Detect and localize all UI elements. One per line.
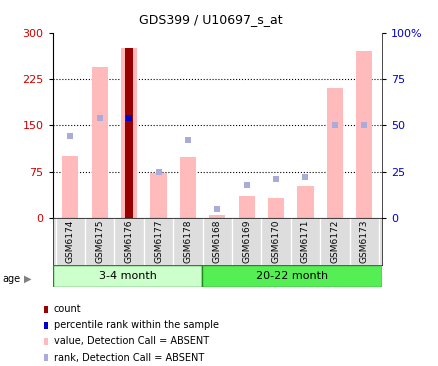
Text: GSM6173: GSM6173 <box>359 220 368 263</box>
Text: GDS399 / U10697_s_at: GDS399 / U10697_s_at <box>138 13 282 26</box>
FancyBboxPatch shape <box>53 265 202 287</box>
Text: ▶: ▶ <box>24 274 32 284</box>
Bar <box>62 156 78 218</box>
Bar <box>297 186 313 218</box>
Bar <box>121 48 137 218</box>
Text: GSM6169: GSM6169 <box>242 220 251 263</box>
Bar <box>180 157 195 218</box>
Bar <box>150 173 166 218</box>
Bar <box>92 67 108 218</box>
Bar <box>355 51 371 218</box>
Text: count: count <box>53 304 81 314</box>
FancyBboxPatch shape <box>202 265 381 287</box>
Bar <box>268 198 283 218</box>
Text: GSM6168: GSM6168 <box>212 220 221 263</box>
Text: GSM6178: GSM6178 <box>183 220 192 263</box>
Bar <box>125 48 132 218</box>
Text: age: age <box>2 274 20 284</box>
Text: rank, Detection Call = ABSENT: rank, Detection Call = ABSENT <box>53 352 203 363</box>
Text: 20-22 month: 20-22 month <box>255 271 328 281</box>
Bar <box>238 196 254 218</box>
Text: GSM6170: GSM6170 <box>271 220 280 263</box>
Text: 3-4 month: 3-4 month <box>99 271 156 281</box>
Text: GSM6176: GSM6176 <box>124 220 133 263</box>
Text: GSM6171: GSM6171 <box>300 220 309 263</box>
Text: GSM6172: GSM6172 <box>330 220 339 263</box>
Bar <box>209 215 225 218</box>
Bar <box>326 89 342 218</box>
Text: GSM6175: GSM6175 <box>95 220 104 263</box>
Text: GSM6174: GSM6174 <box>66 220 74 263</box>
Text: GSM6177: GSM6177 <box>154 220 162 263</box>
Text: percentile rank within the sample: percentile rank within the sample <box>53 320 218 330</box>
Text: value, Detection Call = ABSENT: value, Detection Call = ABSENT <box>53 336 208 347</box>
